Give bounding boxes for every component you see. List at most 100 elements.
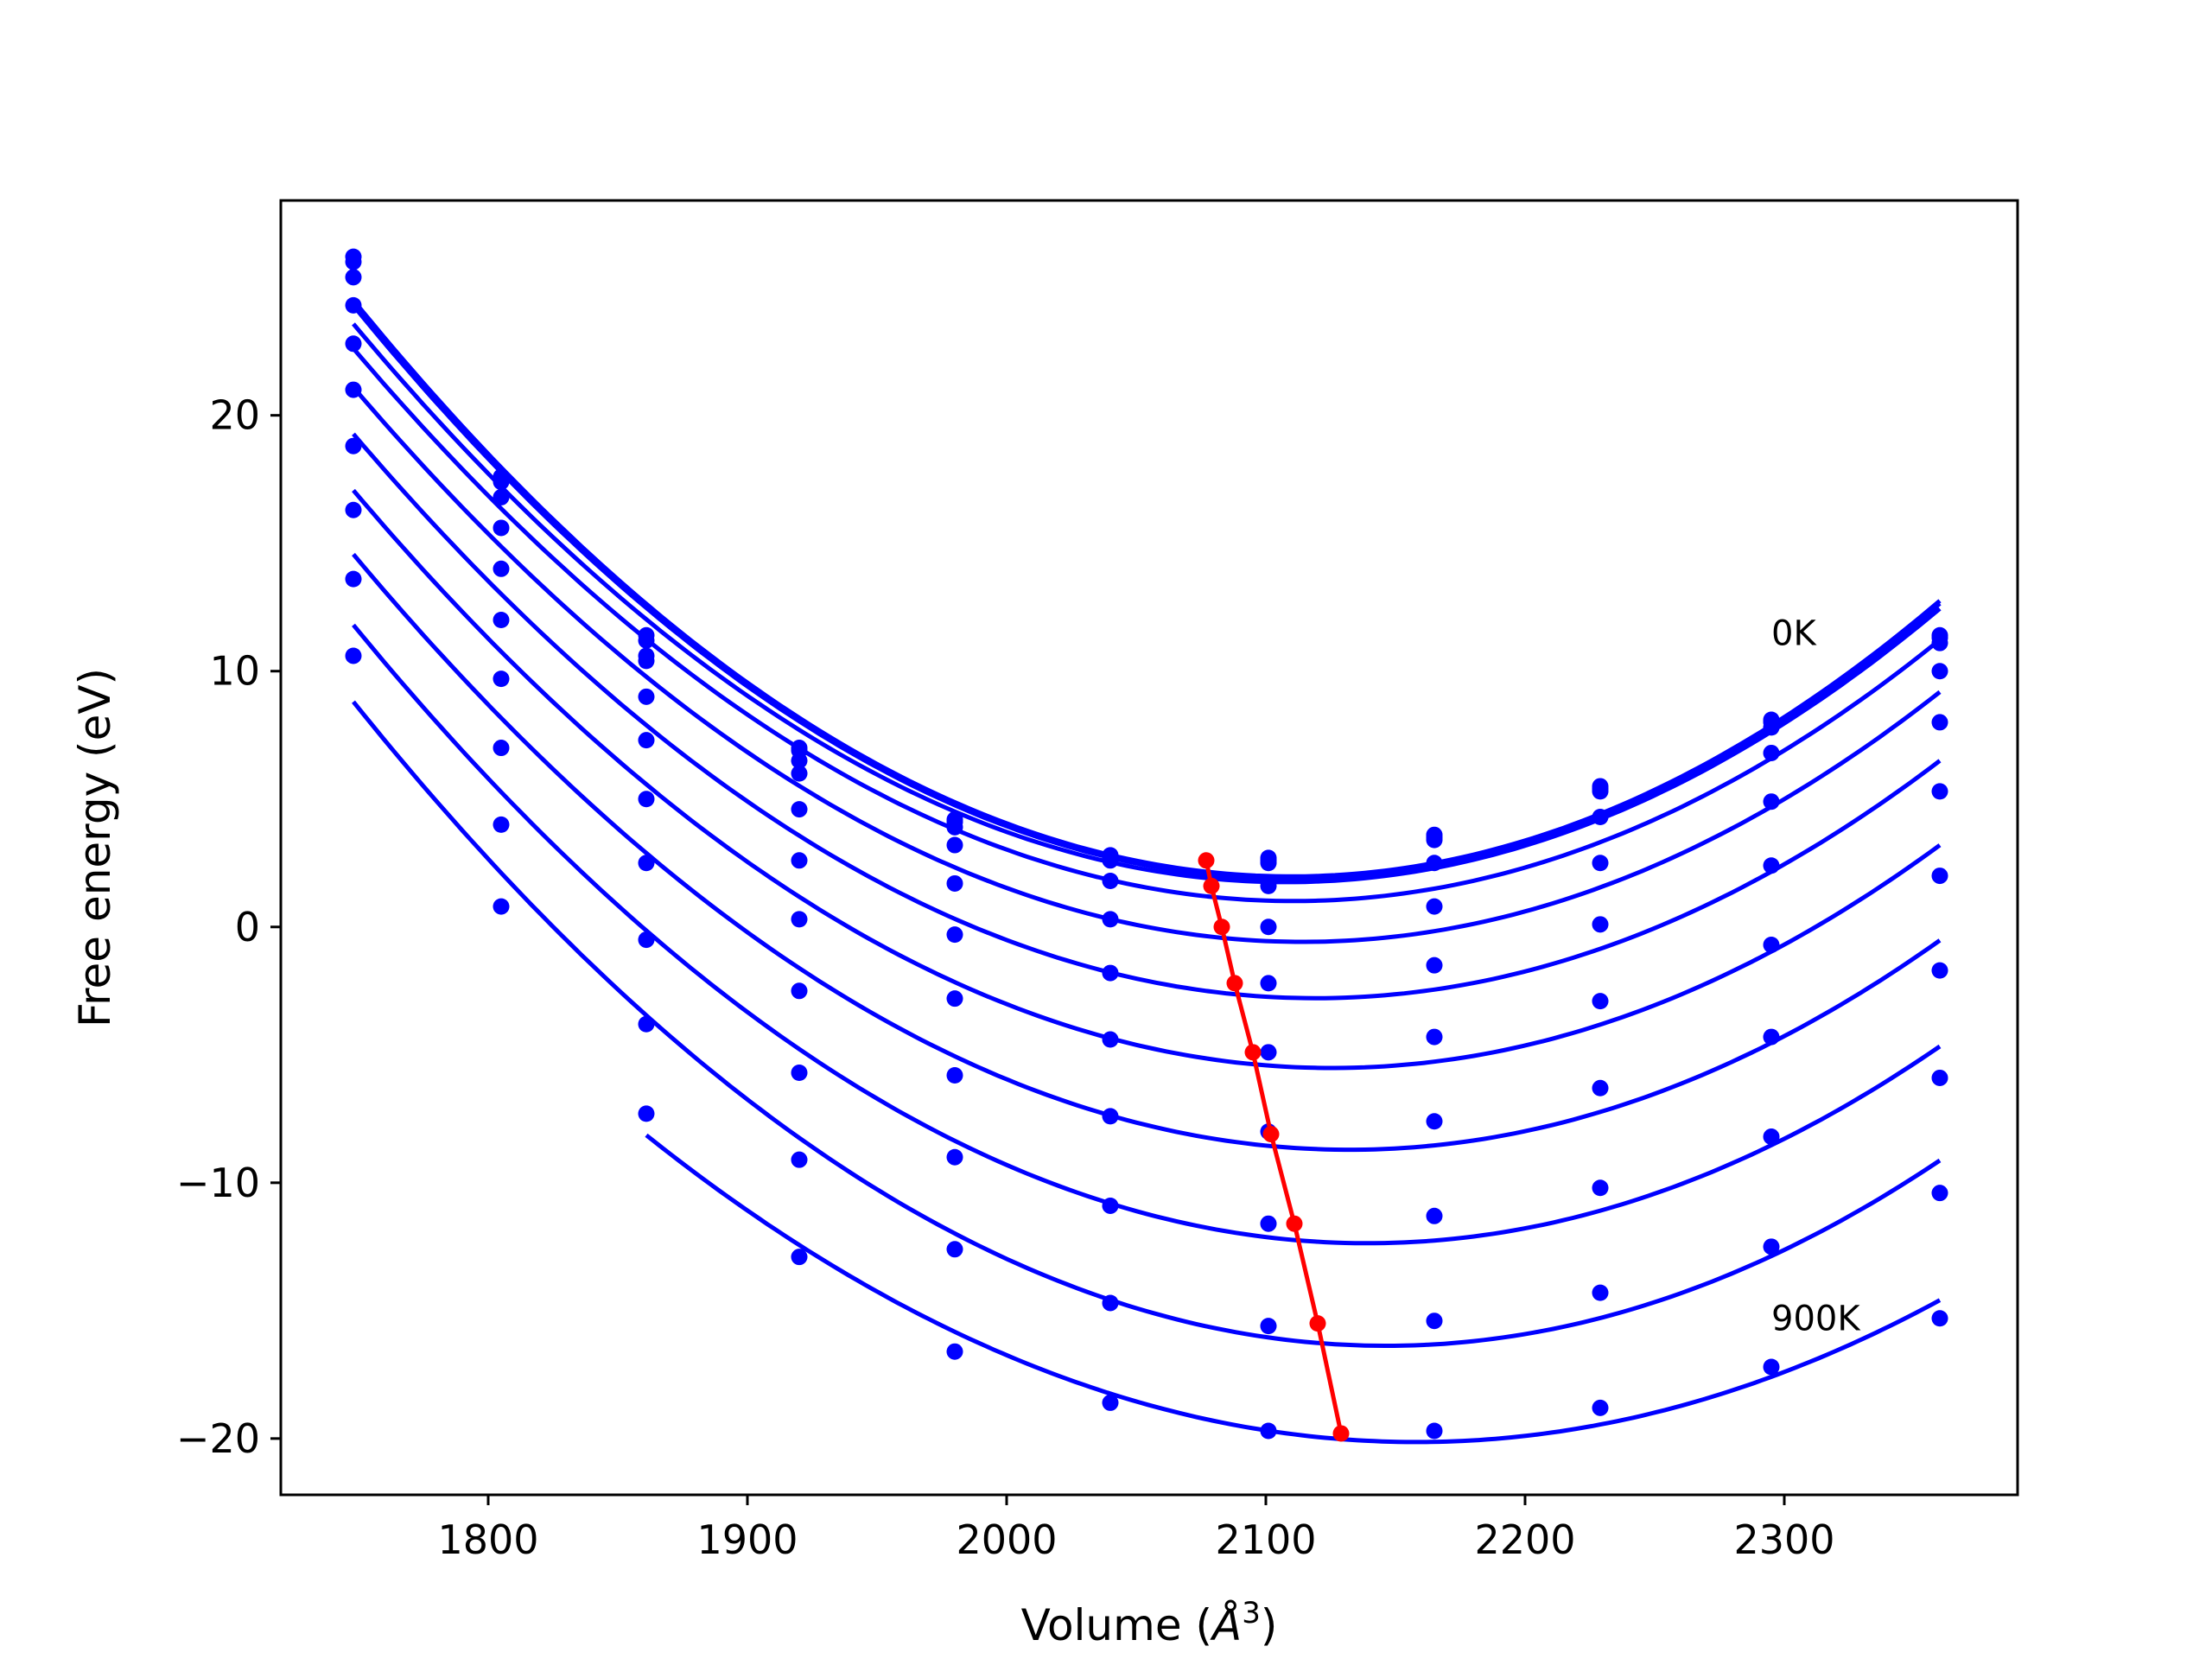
series-2-point-0	[345, 269, 362, 286]
series-10-point-9	[1763, 1358, 1780, 1376]
series-3-point-3	[791, 765, 808, 782]
series-10-point-10	[1931, 1310, 1948, 1327]
annotation-1: 900K	[1771, 1300, 1861, 1339]
x-tick-label-0: 1800	[437, 1516, 538, 1563]
series-4-point-9	[1763, 793, 1780, 810]
minimum-point-2	[1213, 918, 1230, 936]
series-7-point-0	[345, 501, 362, 518]
minima-line	[1204, 860, 1344, 1434]
series-8-point-10	[1931, 1069, 1948, 1086]
series-7-point-3	[791, 982, 808, 1000]
series-7-point-8	[1592, 1079, 1609, 1096]
series-7-point-10	[1931, 962, 1948, 979]
series-2-point-9	[1763, 719, 1780, 736]
series-line-7	[352, 552, 1942, 1153]
series-2-point-5	[1102, 852, 1119, 869]
series-2-point-3	[791, 752, 808, 769]
series-10-point-5	[1102, 1394, 1119, 1411]
x-tick-label-1: 1900	[696, 1516, 798, 1563]
series-8-point-5	[1102, 1197, 1119, 1214]
series-3-point-0	[345, 296, 362, 314]
series-6-point-3	[791, 911, 808, 928]
series-10-point-4	[946, 1343, 963, 1360]
series-2-point-6	[1260, 855, 1277, 872]
series-4-point-10	[1931, 714, 1948, 731]
series-9-point-3	[791, 1151, 808, 1168]
series-10-point-2	[638, 1105, 655, 1122]
series-2-point-8	[1592, 783, 1609, 800]
series-3-point-9	[1763, 744, 1780, 761]
series-9-point-0	[345, 647, 362, 664]
series-4-point-2	[638, 688, 655, 705]
series-6-point-4	[946, 990, 963, 1007]
series-6-point-5	[1102, 1031, 1119, 1048]
series-line-0	[352, 298, 1942, 879]
series-5-point-1	[493, 612, 510, 629]
annotation-layer: 0K 900K	[1771, 613, 1861, 1338]
series-line-4	[352, 385, 1942, 944]
series-5-point-2	[638, 732, 655, 749]
series-4-point-4	[946, 874, 963, 892]
series-5-point-7	[1426, 957, 1443, 974]
series-6-point-1	[493, 671, 510, 688]
x-axis-label: Volume (Å3)	[1021, 1596, 1278, 1650]
series-9-point-6	[1260, 1318, 1277, 1335]
y-tick-label-0: −20	[176, 1415, 260, 1462]
series-5-point-10	[1931, 783, 1948, 800]
y-tick-label-2: 0	[235, 904, 260, 950]
y-tick-label-1: −10	[176, 1160, 260, 1206]
series-8-point-3	[791, 1065, 808, 1082]
series-8-point-7	[1426, 1207, 1443, 1224]
minimum-point-6	[1286, 1215, 1303, 1232]
series-7-point-1	[493, 740, 510, 757]
series-1-point-1	[493, 474, 510, 491]
series-10-point-8	[1592, 1399, 1609, 1416]
series-7-point-5	[1102, 1108, 1119, 1125]
series-4-point-5	[1102, 911, 1119, 928]
series-4-point-1	[493, 560, 510, 577]
series-8-point-4	[946, 1148, 963, 1166]
series-9-point-9	[1763, 1238, 1780, 1255]
y-tick-label-4: 20	[209, 392, 260, 439]
series-line-3	[352, 346, 1942, 904]
series-8-point-6	[1260, 1215, 1277, 1232]
series-9-point-7	[1426, 1313, 1443, 1330]
series-5-point-8	[1592, 916, 1609, 933]
series-9-point-1	[493, 898, 510, 915]
y-tick-label-3: 10	[209, 648, 260, 695]
series-3-point-8	[1592, 808, 1609, 825]
series-line-5	[352, 432, 1942, 1001]
minimum-point-5	[1262, 1126, 1280, 1143]
series-line-10	[645, 1133, 1942, 1445]
series-7-point-9	[1763, 1028, 1780, 1046]
series-6-point-2	[638, 791, 655, 808]
series-5-point-4	[946, 926, 963, 944]
series-line-2	[352, 322, 1942, 885]
series-line-6	[352, 488, 1942, 1071]
series-4-point-0	[345, 335, 362, 353]
series-5-point-5	[1102, 964, 1119, 982]
series-3-point-7	[1426, 855, 1443, 872]
series-6-point-0	[345, 437, 362, 454]
series-7-point-2	[638, 855, 655, 872]
series-9-point-5	[1102, 1294, 1119, 1312]
series-4-point-3	[791, 801, 808, 818]
minimum-point-7	[1309, 1315, 1326, 1332]
series-line-8	[352, 623, 1942, 1246]
series-9-point-2	[638, 1015, 655, 1033]
minimum-point-0	[1198, 852, 1215, 869]
minimum-point-3	[1226, 975, 1243, 992]
series-6-point-7	[1426, 1028, 1443, 1046]
y-axis-label: Free energy (eV)	[70, 668, 120, 1027]
series-2-point-1	[493, 488, 510, 505]
series-line-1	[352, 304, 1942, 881]
series-8-point-9	[1763, 1128, 1780, 1146]
x-tick-label-2: 2000	[956, 1516, 1057, 1563]
annotation-0: 0K	[1771, 613, 1817, 653]
series-6-point-8	[1592, 993, 1609, 1010]
x-tick-label-5: 2300	[1733, 1516, 1834, 1563]
series-3-point-10	[1931, 663, 1948, 680]
x-tick-label-3: 2100	[1215, 1516, 1316, 1563]
series-5-point-9	[1763, 857, 1780, 874]
series-9-point-8	[1592, 1284, 1609, 1301]
